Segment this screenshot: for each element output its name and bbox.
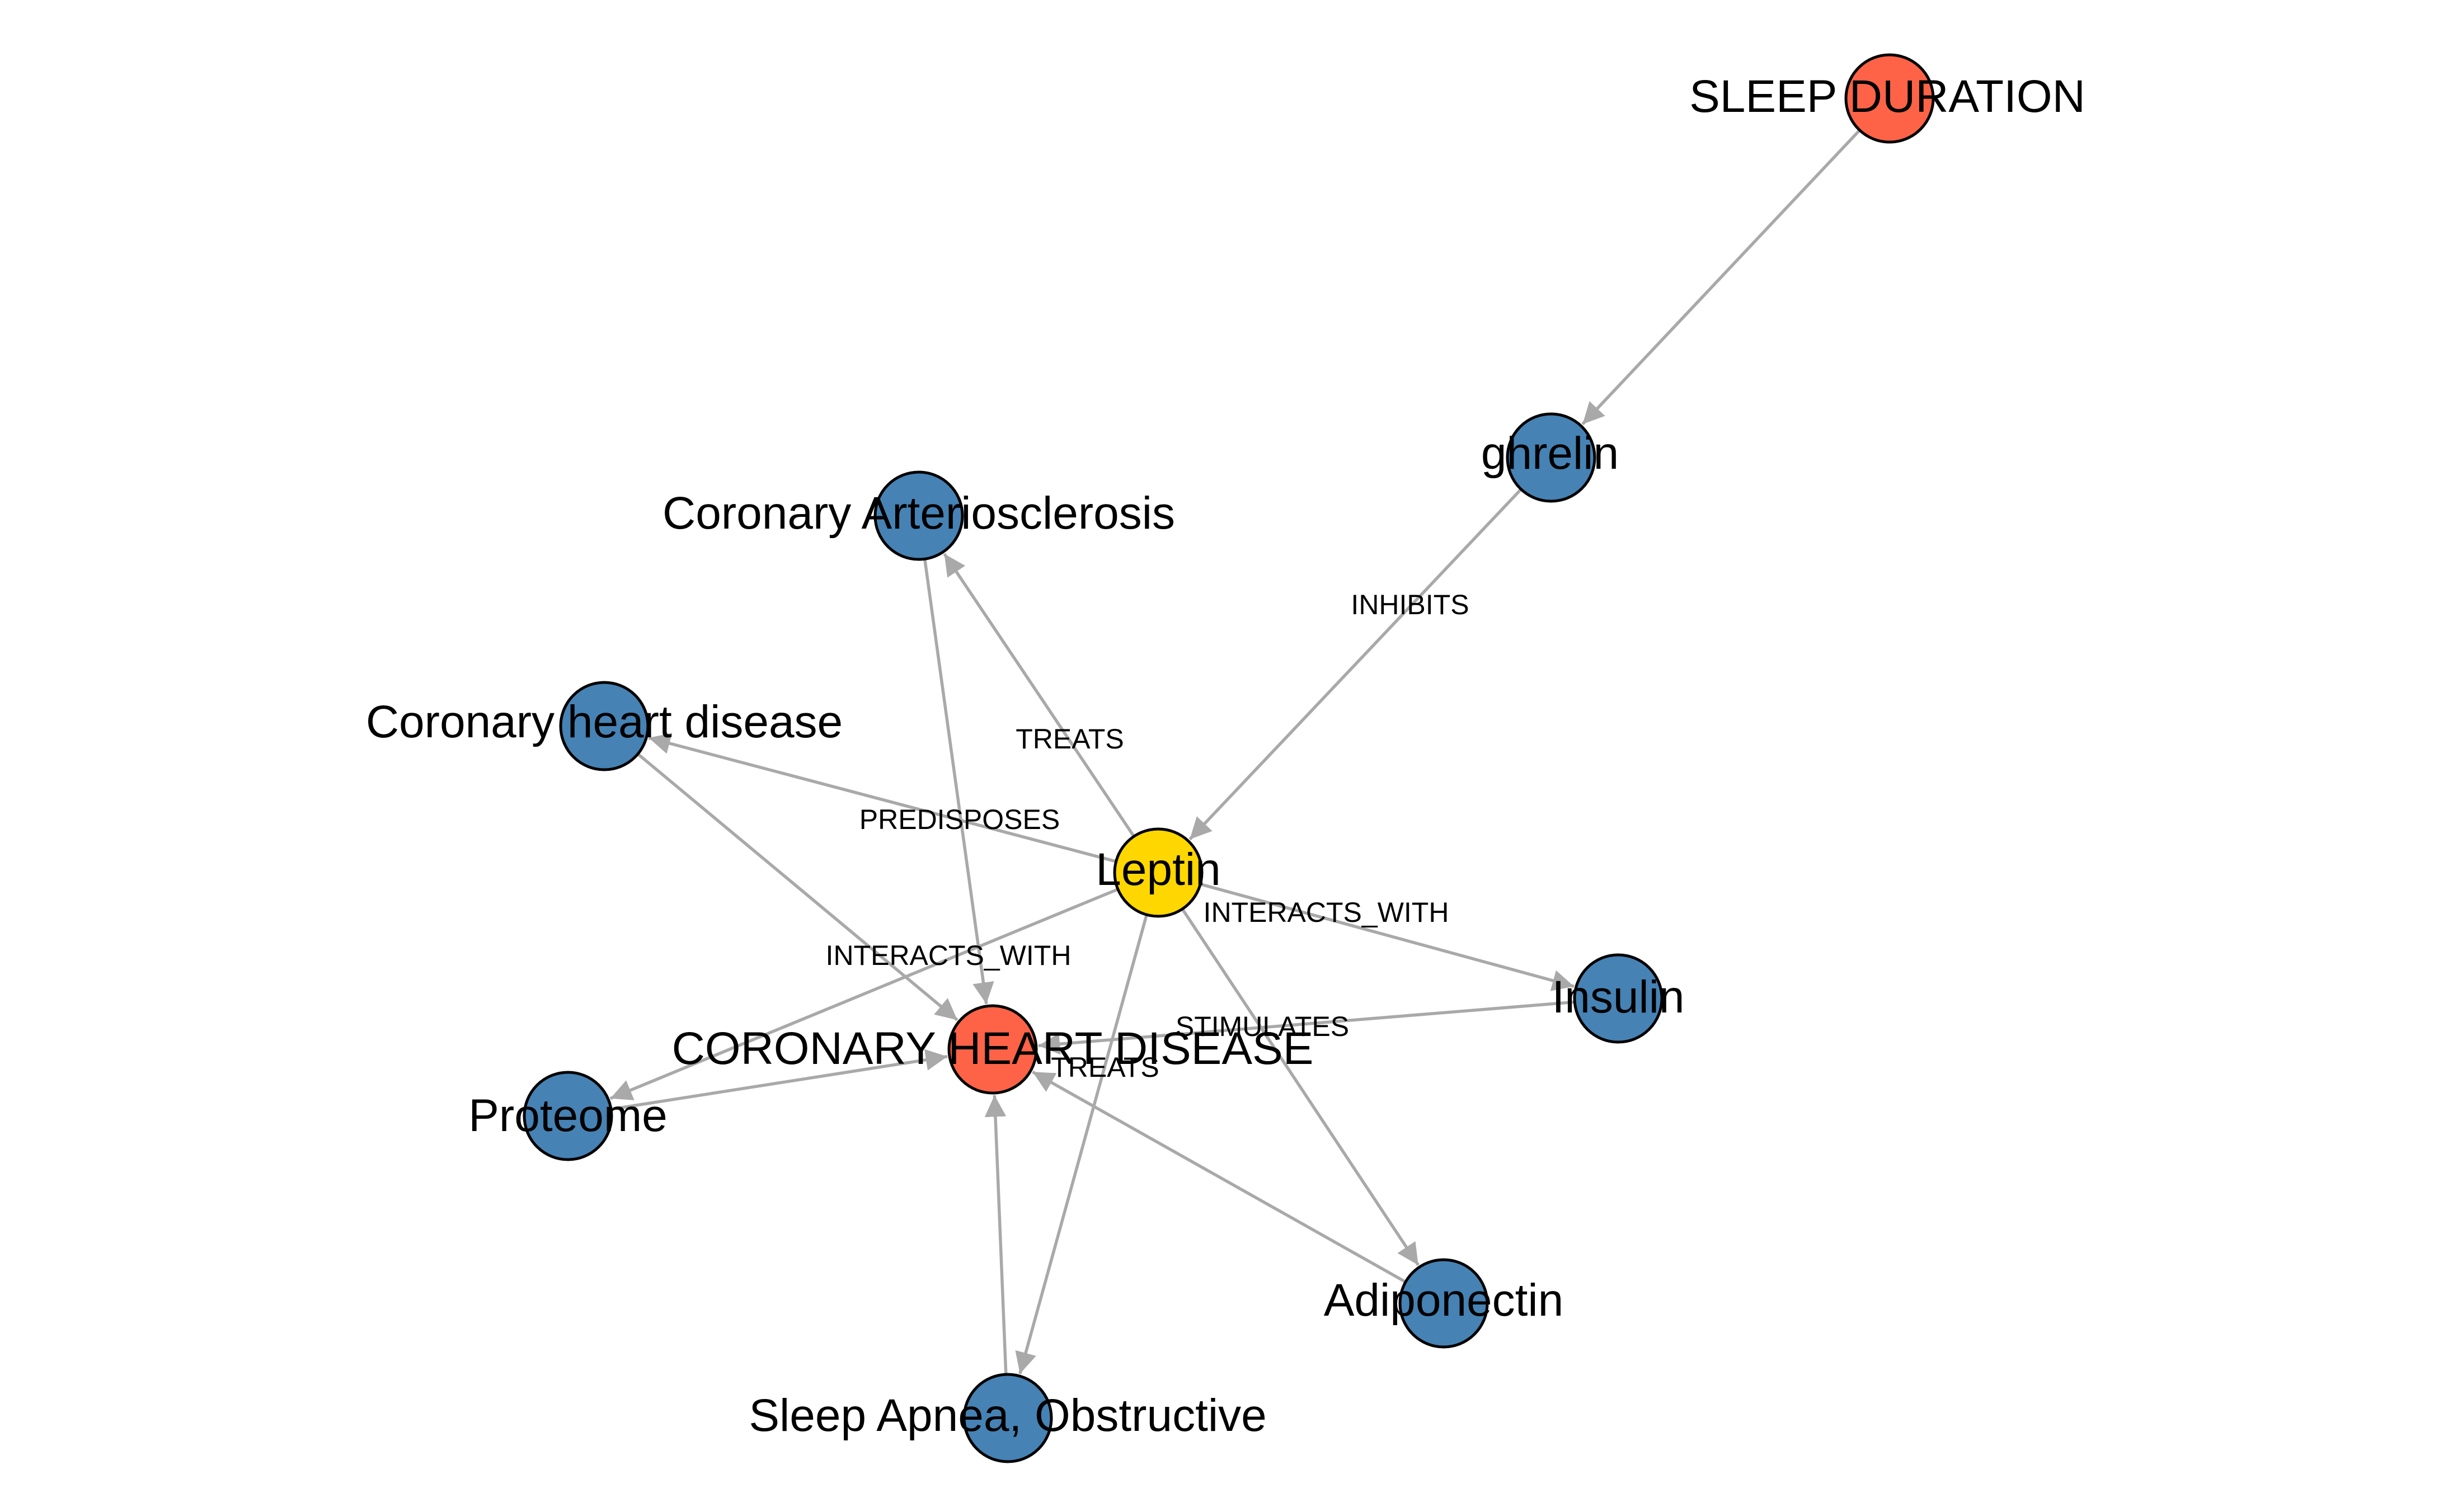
edge-coronary_arteriosclerosis-to-coronary_heart_disease <box>923 558 994 1005</box>
edge-ghrelin-to-leptin <box>1188 488 1523 841</box>
edge-labels-layer: INHIBITS TREATS PREDISPOSES INTERACTS_WITH I… <box>826 589 1469 1083</box>
edge-leptin-to-coronary_heart_disease_lc <box>648 733 1117 863</box>
edge-leptin-to-coronary_arteriosclerosis <box>943 553 1135 837</box>
node-label-coronary_heart_disease: CORONARY HEART DISEASE <box>672 1023 1314 1074</box>
node-coronary_arteriosclerosis <box>873 470 964 561</box>
nodes-layer <box>523 53 1935 1463</box>
edge-label-leptin-to-coronary_heart_disease_lc: PREDISPOSES <box>859 804 1060 835</box>
node-label-proteome: Proteome <box>468 1090 668 1141</box>
edge-label-ghrelin-to-leptin: INHIBITS <box>1351 589 1469 620</box>
edge-insulin-to-coronary_heart_disease <box>1038 1000 1575 1055</box>
node-label-adiponectin: Adiponectin <box>1324 1275 1564 1326</box>
edge-label-leptin-to-proteome: INTERACTS_WITH <box>826 940 1072 971</box>
edge-coronary_heart_disease_lc-to-coronary_heart_disease <box>637 752 958 1021</box>
node-ghrelin <box>1506 412 1596 503</box>
edge-leptin-to-insulin <box>1200 882 1575 991</box>
edge-leptin-to-proteome <box>609 888 1119 1100</box>
node-insulin <box>1573 953 1664 1044</box>
edge-label-leptin-to-adiponectin: STIMULATES <box>1176 1011 1349 1042</box>
edge-label-leptin-to-sleep_apnea: TREATS <box>1051 1052 1159 1083</box>
node-sleep_apnea <box>962 1373 1053 1463</box>
node-label-coronary_heart_disease_lc: Coronary heart disease <box>366 696 843 747</box>
edges-layer <box>609 129 1861 1375</box>
node-label-insulin: Insulin <box>1552 972 1684 1023</box>
edge-sleep_duration-to-ghrelin <box>1581 129 1861 426</box>
node-label-ghrelin: ghrelin <box>1481 428 1619 479</box>
node-label-leptin: Leptin <box>1096 844 1220 895</box>
edge-leptin-to-sleep_apnea <box>1015 914 1148 1374</box>
node-label-sleep_apnea: Sleep Apnea, Obstructive <box>749 1390 1266 1441</box>
edge-label-leptin-to-insulin: INTERACTS_WITH <box>1204 897 1449 928</box>
node-sleep_duration <box>1844 53 1935 144</box>
node-label-sleep_duration: SLEEP DURATION <box>1689 71 2085 122</box>
node-label-coronary_arteriosclerosis: Coronary Arteriosclerosis <box>662 488 1175 539</box>
node-leptin <box>1113 827 1204 918</box>
node-adiponectin <box>1398 1258 1489 1349</box>
node-coronary_heart_disease <box>947 1004 1038 1095</box>
edge-label-leptin-to-coronary_arteriosclerosis: TREATS <box>1016 723 1124 755</box>
edge-adiponectin-to-coronary_heart_disease <box>1032 1070 1407 1284</box>
node-labels-layer: SLEEP DURATION ghrelin Coronary Arterioscl… <box>366 71 2085 1441</box>
edge-proteome-to-coronary_heart_disease <box>610 1049 948 1111</box>
edge-sleep_apnea-to-coronary_heart_disease <box>984 1095 1008 1375</box>
node-proteome <box>523 1071 613 1161</box>
edge-leptin-to-adiponectin <box>1181 908 1420 1266</box>
node-coronary_heart_disease_lc <box>559 681 650 771</box>
